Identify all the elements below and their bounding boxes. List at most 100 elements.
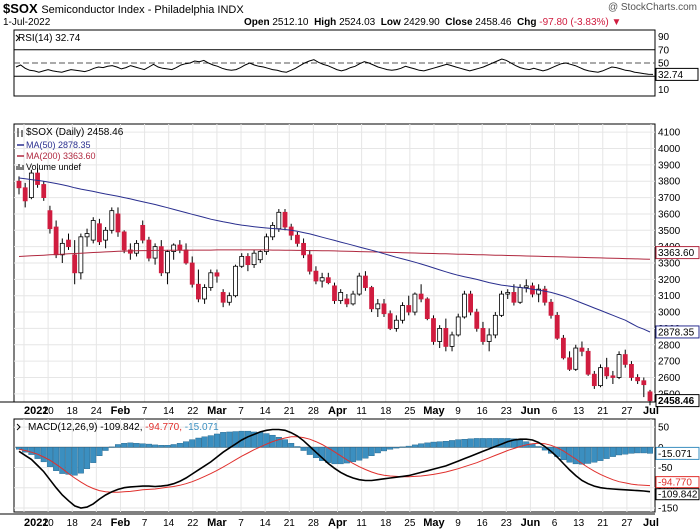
macd-line	[18, 428, 651, 509]
macd-hist-value: -15.071	[658, 449, 692, 460]
macd-x-label: Feb	[111, 517, 131, 529]
down-arrow-icon: ▼	[611, 17, 622, 28]
macd-histogram-bar	[411, 444, 418, 448]
candle-body	[455, 316, 461, 336]
candle-body	[152, 246, 158, 259]
macd-histogram-bar	[226, 431, 233, 448]
candle-body	[462, 293, 467, 318]
candle-body	[264, 236, 269, 252]
candle-body	[511, 292, 517, 303]
macd-y-tick: 50	[658, 423, 670, 434]
macd-y-tick: -150	[658, 503, 678, 514]
macd-histogram-bar	[622, 447, 629, 455]
macd-macd-value: -109.842	[658, 490, 698, 501]
volume-legend-icon	[16, 164, 24, 170]
candle-body	[325, 277, 331, 284]
candle-body	[245, 256, 251, 266]
candle-body	[350, 293, 356, 305]
macd-histogram-bar	[145, 443, 152, 448]
candle-body	[560, 337, 566, 359]
candle-body	[28, 172, 34, 198]
macd-histogram-bar	[578, 447, 585, 465]
macd-histogram-bar	[220, 432, 227, 448]
macd-histogram-bar	[65, 447, 72, 475]
macd-panel-frame	[13, 418, 656, 513]
price-x-label: 27	[621, 406, 633, 417]
macd-histogram-bar	[28, 447, 35, 455]
price-x-label: 25	[404, 406, 416, 417]
candle-body	[585, 350, 591, 375]
candle-body	[257, 251, 263, 261]
macd-histogram-bar	[127, 442, 134, 448]
candle-body	[474, 311, 480, 329]
rsi-legend: RSI(14) 32.74	[18, 33, 81, 44]
macd-histogram-bar	[133, 443, 140, 448]
price-y-tick: 3800	[658, 177, 681, 188]
price-y-tick: 3600	[658, 209, 681, 220]
macd-histogram-bar	[479, 438, 486, 448]
macd-histogram-bar	[517, 439, 524, 448]
candle-body	[375, 303, 381, 310]
price-x-label: 14	[163, 406, 175, 417]
candle-body	[59, 242, 65, 256]
macd-histogram-bar	[350, 447, 357, 463]
macd-histogram-bar	[455, 439, 462, 448]
macd-signal-line	[18, 436, 651, 493]
candle-body	[220, 292, 226, 303]
macd-histogram-bar	[139, 443, 146, 448]
candle-body	[530, 285, 535, 295]
chg-value: -97.80 (-3.83%)	[539, 17, 609, 28]
price-x-label: 7	[238, 406, 244, 417]
candle-body	[579, 347, 585, 352]
candle-body	[591, 373, 597, 387]
macd-histogram-bar	[343, 447, 350, 464]
candle-body	[381, 303, 387, 315]
candle-body	[499, 293, 504, 316]
high-label: High	[314, 17, 337, 28]
macd-histogram-bar	[59, 447, 66, 474]
macd-histogram-bar	[510, 438, 517, 448]
candle-body	[208, 272, 214, 288]
macd-histogram-bar	[71, 447, 78, 476]
price-x-label: 14	[260, 406, 272, 417]
candle-body	[449, 334, 455, 347]
macd-histogram-bar	[189, 439, 196, 448]
macd-histogram-bar	[442, 441, 449, 448]
candle-body	[523, 285, 529, 288]
candle-body	[344, 298, 350, 305]
macd-histogram-bar	[535, 446, 542, 448]
price-x-label: 21	[284, 406, 296, 417]
macd-x-label: 22	[187, 518, 199, 529]
chart-symbol-name: Semiconductor Index - Philadelphia INDX	[41, 4, 244, 16]
candle-body	[443, 328, 449, 347]
macd-histogram-bar	[90, 447, 97, 463]
price-x-label: 21	[597, 406, 609, 417]
candle-body	[127, 249, 133, 254]
open-label: Open	[244, 17, 270, 28]
macd-histogram-bar	[108, 446, 115, 448]
macd-histogram-bar	[195, 437, 202, 448]
macd-histogram-bar	[40, 447, 47, 463]
macd-histogram-bar	[430, 441, 437, 448]
candle-body	[363, 275, 368, 288]
price-x-label: 18	[380, 406, 392, 417]
candle-body	[109, 210, 115, 231]
macd-x-label: 27	[621, 518, 633, 529]
chart-date: 1-Jul-2022	[3, 17, 51, 28]
macd-histogram-bar	[331, 447, 338, 465]
macd-histogram-bar	[374, 447, 381, 454]
candle-body	[189, 262, 195, 285]
macd-histogram-bar	[152, 444, 159, 448]
price-x-label: Feb	[111, 405, 131, 417]
price-y-tick: 2700	[658, 357, 681, 368]
macd-histogram-bar	[399, 446, 406, 448]
rsi-y-tick: 70	[658, 45, 670, 56]
candle-body	[622, 354, 628, 365]
candle-body	[196, 283, 201, 300]
macd-y-tick: -50	[658, 463, 673, 474]
macd-histogram-bar	[362, 447, 369, 459]
candle-body	[437, 328, 443, 342]
price-legend-sox: $SOX (Daily) 2458.46	[26, 127, 124, 138]
rsi-y-tick: 10	[658, 85, 670, 96]
